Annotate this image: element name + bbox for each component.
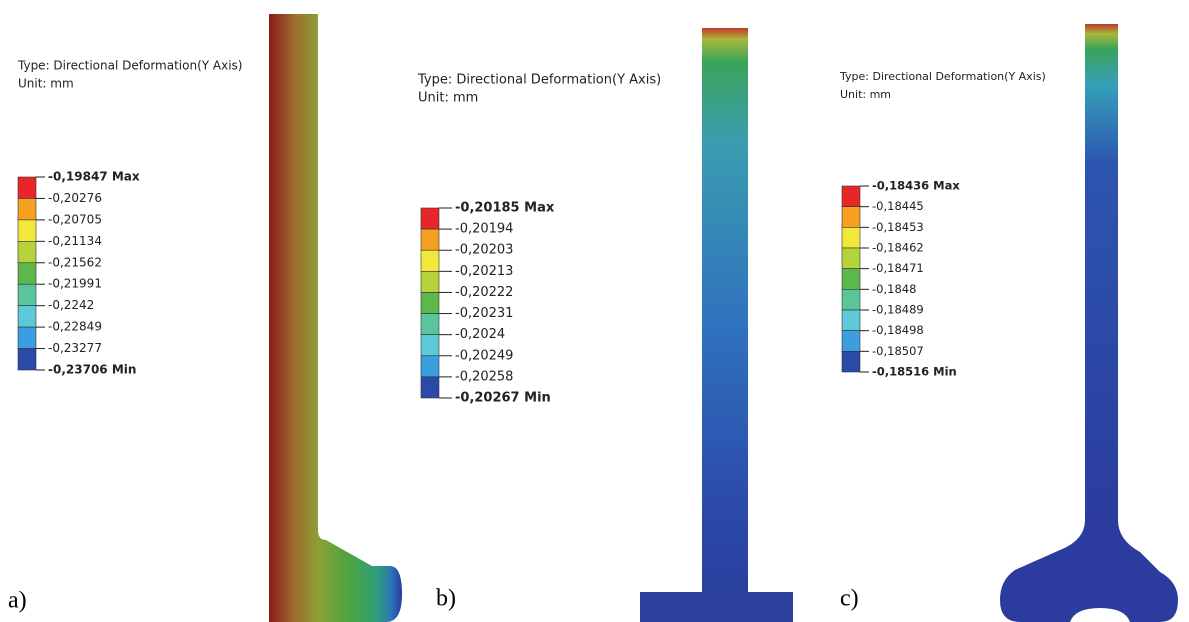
legend-label: -0,20213 xyxy=(455,264,513,279)
legend-label: -0,18471 xyxy=(872,261,924,275)
legend-label: -0,19847 Max xyxy=(48,170,140,184)
legend-band xyxy=(842,331,860,352)
legend-label: -0,21562 xyxy=(48,255,102,269)
shaft xyxy=(269,14,318,622)
legend-label: -0,20258 xyxy=(455,369,513,384)
foot xyxy=(1000,520,1178,622)
legend-label: -0,2242 xyxy=(48,298,94,312)
legend-label: -0,1848 xyxy=(872,282,916,296)
legend-band xyxy=(842,310,860,331)
shaft xyxy=(1085,24,1118,524)
legend-label: -0,20276 xyxy=(48,191,102,205)
legend-band xyxy=(18,220,36,241)
foot xyxy=(318,530,402,622)
legend-label: -0,18489 xyxy=(872,303,924,317)
legend-label: -0,2024 xyxy=(455,327,505,342)
legend-label: -0,22849 xyxy=(48,320,102,334)
legend-label: -0,20231 xyxy=(455,306,513,321)
legend-band xyxy=(842,269,860,290)
legend-label: -0,21991 xyxy=(48,277,102,291)
legend-label: -0,18453 xyxy=(872,220,924,234)
legend-band xyxy=(842,351,860,372)
legend-band xyxy=(421,292,439,313)
legend-band xyxy=(842,289,860,310)
legend-label: -0,20267 Min xyxy=(455,391,551,406)
legend-label: -0,20222 xyxy=(455,285,513,300)
legend-label: -0,23277 xyxy=(48,341,102,355)
legend-label: -0,20705 xyxy=(48,212,102,226)
legend-label: -0,18498 xyxy=(872,323,924,337)
legend-label: -0,18436 Max xyxy=(872,179,960,193)
legend-band xyxy=(842,186,860,207)
legend-label: -0,20185 Max xyxy=(455,201,555,216)
legend-band xyxy=(421,208,439,229)
legend-band xyxy=(421,250,439,271)
legend-band xyxy=(421,271,439,292)
legend-band xyxy=(18,241,36,262)
result-type: Type: Directional Deformation(Y Axis) xyxy=(417,73,661,88)
legend-band xyxy=(421,356,439,377)
legend-band xyxy=(18,306,36,327)
legend-band xyxy=(842,207,860,228)
legend-band xyxy=(18,177,36,198)
legend-label: -0,18462 xyxy=(872,241,924,255)
panel-label: b) xyxy=(436,586,456,612)
panel-label: c) xyxy=(840,586,859,612)
legend-label: -0,18507 xyxy=(872,344,924,358)
result-unit: Unit: mm xyxy=(18,77,74,91)
legend-label: -0,18516 Min xyxy=(872,365,957,379)
legend-band xyxy=(842,248,860,269)
shaft xyxy=(702,28,748,593)
legend-label: -0,21134 xyxy=(48,234,102,248)
legend-band xyxy=(421,335,439,356)
legend-band xyxy=(18,198,36,219)
result-type: Type: Directional Deformation(Y Axis) xyxy=(17,59,242,73)
legend-band xyxy=(421,314,439,335)
legend-label: -0,20203 xyxy=(455,243,513,258)
legend-label: -0,20249 xyxy=(455,348,513,363)
legend-band xyxy=(842,227,860,248)
legend-band xyxy=(18,284,36,305)
legend-label: -0,20194 xyxy=(455,222,513,237)
panel-label: a) xyxy=(8,588,27,614)
foot xyxy=(640,592,793,622)
result-type: Type: Directional Deformation(Y Axis) xyxy=(839,70,1046,83)
result-unit: Unit: mm xyxy=(840,88,891,101)
legend-band xyxy=(421,377,439,398)
legend-band xyxy=(18,327,36,348)
legend-band xyxy=(18,349,36,370)
legend-label: -0,18445 xyxy=(872,199,924,213)
legend-label: -0,23706 Min xyxy=(48,363,136,377)
result-unit: Unit: mm xyxy=(418,91,478,106)
legend-band xyxy=(18,263,36,284)
legend-band xyxy=(421,229,439,250)
figure: a) b) c) Type: Directional Deformation(Y… xyxy=(0,0,1189,622)
